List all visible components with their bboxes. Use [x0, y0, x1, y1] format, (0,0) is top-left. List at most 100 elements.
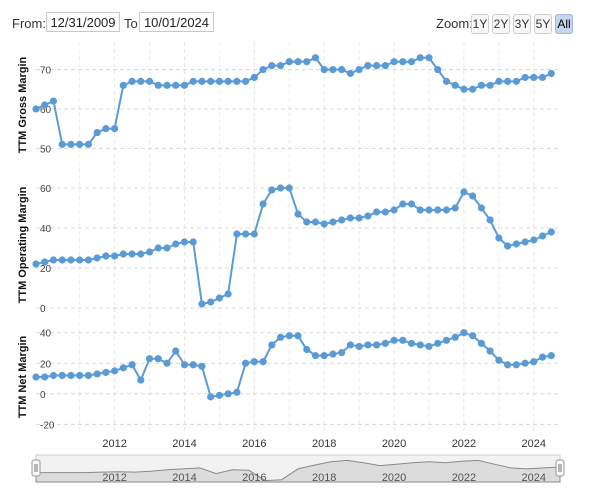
data-point[interactable]: [451, 333, 459, 341]
data-point[interactable]: [128, 77, 136, 85]
data-point[interactable]: [512, 77, 520, 85]
data-point[interactable]: [320, 352, 328, 360]
data-point[interactable]: [233, 388, 241, 396]
data-point[interactable]: [119, 81, 127, 89]
data-point[interactable]: [67, 256, 75, 264]
data-point[interactable]: [477, 204, 485, 212]
data-point[interactable]: [311, 218, 320, 226]
data-point[interactable]: [521, 359, 529, 367]
data-point[interactable]: [154, 244, 162, 252]
data-point[interactable]: [390, 336, 398, 344]
data-point[interactable]: [93, 370, 101, 378]
data-point[interactable]: [442, 206, 451, 214]
data-point[interactable]: [84, 256, 92, 264]
data-point[interactable]: [469, 192, 477, 200]
data-point[interactable]: [346, 214, 354, 222]
data-point[interactable]: [381, 339, 389, 347]
data-point[interactable]: [76, 371, 84, 380]
data-point[interactable]: [268, 341, 276, 349]
data-point[interactable]: [477, 81, 485, 89]
data-point[interactable]: [250, 73, 258, 82]
data-point[interactable]: [145, 77, 154, 85]
data-point[interactable]: [276, 333, 285, 341]
data-point[interactable]: [189, 361, 197, 369]
navigator-right-handle[interactable]: [555, 459, 565, 477]
data-point[interactable]: [547, 69, 555, 78]
data-point[interactable]: [442, 336, 451, 344]
data-point[interactable]: [521, 73, 529, 82]
data-point[interactable]: [137, 250, 145, 258]
data-point[interactable]: [58, 371, 66, 380]
data-point[interactable]: [285, 332, 293, 340]
data-point[interactable]: [399, 200, 407, 208]
data-point[interactable]: [364, 62, 372, 70]
data-point[interactable]: [242, 230, 250, 238]
data-point[interactable]: [434, 65, 442, 74]
data-point[interactable]: [163, 244, 171, 252]
data-point[interactable]: [242, 359, 250, 367]
data-point[interactable]: [425, 342, 433, 351]
zoom-all-button[interactable]: All: [555, 14, 573, 34]
data-point[interactable]: [486, 81, 494, 89]
data-point[interactable]: [399, 58, 407, 66]
data-point[interactable]: [32, 105, 40, 113]
data-point[interactable]: [102, 125, 110, 133]
handle-grip[interactable]: [555, 459, 565, 477]
data-point[interactable]: [538, 232, 547, 240]
data-point[interactable]: [407, 339, 416, 347]
data-point[interactable]: [434, 206, 442, 214]
data-point[interactable]: [451, 81, 459, 89]
data-point[interactable]: [207, 77, 215, 85]
data-point[interactable]: [346, 69, 354, 78]
data-point[interactable]: [495, 356, 503, 364]
data-point[interactable]: [215, 294, 223, 302]
data-point[interactable]: [442, 77, 451, 85]
data-point[interactable]: [276, 62, 285, 70]
data-point[interactable]: [154, 81, 162, 89]
data-point[interactable]: [49, 97, 58, 105]
data-point[interactable]: [180, 81, 189, 89]
data-point[interactable]: [224, 77, 232, 85]
data-point[interactable]: [416, 54, 424, 62]
zoom-5y-button[interactable]: 5Y: [534, 14, 552, 34]
data-point[interactable]: [477, 339, 485, 347]
data-point[interactable]: [364, 212, 372, 220]
data-point[interactable]: [67, 371, 75, 380]
data-point[interactable]: [338, 348, 346, 357]
data-point[interactable]: [460, 188, 468, 196]
data-point[interactable]: [111, 125, 119, 133]
data-point[interactable]: [373, 208, 381, 216]
data-point[interactable]: [172, 81, 180, 89]
data-point[interactable]: [355, 342, 363, 351]
data-point[interactable]: [49, 371, 58, 380]
data-point[interactable]: [93, 128, 101, 137]
data-point[interactable]: [530, 73, 538, 82]
from-date-input[interactable]: 12/31/2009: [46, 12, 120, 32]
data-point[interactable]: [276, 184, 285, 192]
data-point[interactable]: [303, 218, 311, 226]
data-point[interactable]: [469, 85, 477, 93]
data-point[interactable]: [145, 248, 154, 256]
data-point[interactable]: [303, 58, 311, 66]
data-point[interactable]: [84, 140, 92, 148]
data-point[interactable]: [364, 341, 372, 349]
data-point[interactable]: [111, 252, 119, 260]
data-point[interactable]: [198, 362, 206, 370]
data-point[interactable]: [538, 73, 547, 82]
data-point[interactable]: [451, 204, 459, 212]
data-point[interactable]: [373, 341, 381, 349]
data-point[interactable]: [495, 234, 503, 242]
data-point[interactable]: [329, 65, 337, 74]
data-point[interactable]: [547, 228, 555, 236]
data-point[interactable]: [137, 376, 145, 384]
data-point[interactable]: [530, 236, 538, 244]
data-point[interactable]: [67, 140, 75, 148]
zoom-3y-button[interactable]: 3Y: [513, 14, 531, 34]
data-point[interactable]: [102, 252, 110, 260]
data-point[interactable]: [76, 256, 84, 264]
data-point[interactable]: [189, 77, 197, 85]
data-point[interactable]: [259, 65, 267, 74]
data-point[interactable]: [41, 373, 49, 381]
data-point[interactable]: [407, 58, 416, 66]
data-point[interactable]: [547, 352, 555, 360]
